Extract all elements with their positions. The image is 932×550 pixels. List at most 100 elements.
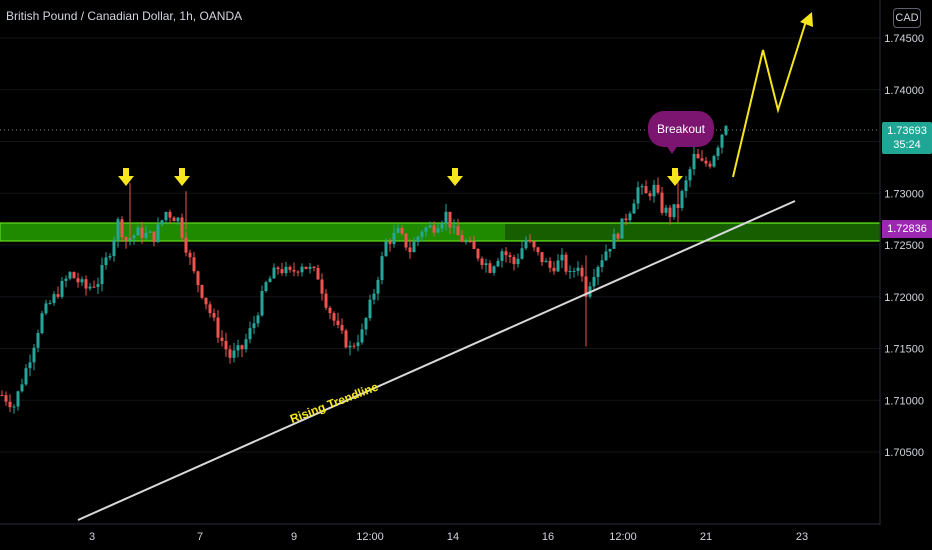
candle-body [300,266,304,273]
currency-badge[interactable]: CAD [893,8,921,28]
candle-body [400,228,404,234]
candle-body [96,284,100,287]
current-price-value: 1.73693 [887,125,927,137]
candle-body [240,345,244,350]
candle-body [236,345,240,351]
candle-body [592,277,596,287]
candle-body [20,384,24,392]
candle-body [532,241,536,248]
candle-body [480,258,484,265]
candle-body [464,241,468,243]
x-tick-label: 12:00 [609,531,637,543]
candle-body [48,302,52,304]
candle-body [708,163,712,167]
candle-body [432,225,436,233]
candle-body [88,286,92,289]
candle-body [688,169,692,181]
candle-body [280,269,284,274]
y-tick-label: 1.72500 [884,240,924,252]
candle-body [356,342,360,347]
candle-body [144,232,148,238]
candle-body [508,255,512,258]
candle-body [380,256,384,281]
candle-body [212,313,216,318]
candle-body [28,362,32,369]
candle-body [488,263,492,273]
price-axis[interactable]: 1.745001.740001.735001.730001.725001.720… [884,33,924,459]
candle-body [256,315,260,324]
candle-body [188,252,192,258]
y-tick-label: 1.71000 [884,395,924,407]
candle-body [224,340,228,350]
candle-body [568,271,572,273]
candle-body [580,267,584,277]
x-tick-label: 9 [291,531,297,543]
candle-body [496,260,500,267]
candle-body [528,239,532,242]
candle-body [156,224,160,242]
candle-body [52,294,56,303]
candle-body [512,257,516,265]
candle-body [192,257,196,272]
candle-body [720,134,724,148]
candle-body [564,254,568,272]
candle-body [168,212,172,218]
candle-body [492,266,496,273]
current-price-tag: 1.73693 35:24 [882,122,932,154]
candle-body [712,156,716,167]
candle-body [312,266,316,268]
candle-body [460,235,464,242]
candle-body [536,247,540,253]
candle-body [500,251,504,261]
candle-body [12,406,16,408]
x-tick-label: 16 [542,531,554,543]
candle-body [244,339,248,350]
candle-body [604,251,608,261]
candle-body [140,227,144,238]
arrow-down-icon [667,168,683,186]
y-tick-label: 1.74500 [884,33,924,45]
candle-body [200,285,204,298]
candle-body [716,147,720,157]
time-axis[interactable]: 3 7 9 12:00 14 16 12:00 21 23 [89,531,808,543]
candle-body [440,223,444,229]
candle-body [552,267,556,272]
candle-body [36,333,40,348]
candle-body [148,231,152,233]
candle-body [292,269,296,272]
candle-body [452,226,456,228]
y-tick-label: 1.72000 [884,292,924,304]
x-tick-label: 14 [447,531,459,543]
candle-body [544,260,548,263]
candle-body [652,184,656,197]
candle-body [404,233,408,248]
candle-body [284,266,288,274]
candle-body [520,248,524,259]
candle-body [124,237,128,241]
candle-body [692,153,696,170]
candle-body [228,349,232,358]
candle-body [348,345,352,348]
candle-body [132,235,136,238]
candle-body [180,217,184,238]
x-tick-label: 23 [796,531,808,543]
candle-body [424,227,428,232]
candle-body [4,395,8,402]
zone-dim-overlay [505,224,880,240]
candle-body [668,207,672,218]
candle-body [556,260,560,272]
candle-body [672,204,676,218]
candle-body [120,219,124,238]
candle-body [344,330,348,348]
candle-body [24,368,28,385]
candle-body [304,266,308,269]
candle-body [32,347,36,363]
candle-body [264,282,268,292]
candle-body [0,395,4,397]
arrow-down-icon [447,168,463,186]
candle-body [420,231,424,237]
candle-body [680,191,684,208]
candle-body [524,239,528,249]
candle-body [324,293,328,308]
